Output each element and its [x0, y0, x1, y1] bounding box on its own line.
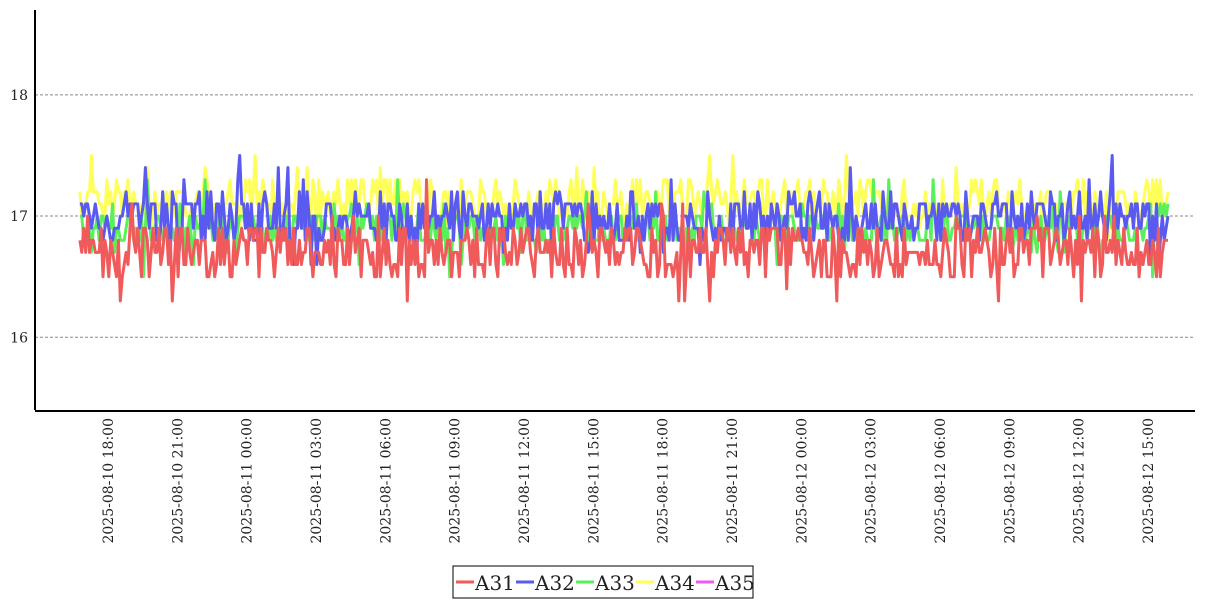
x-tick-label: 2025-08-12 12:00: [1072, 418, 1088, 544]
legend-label-a31: A31: [474, 571, 515, 595]
x-tick-label: 2025-08-11 00:00: [240, 418, 256, 544]
x-tick-label: 2025-08-12 06:00: [933, 418, 949, 544]
x-tick-label: 2025-08-11 06:00: [378, 418, 394, 544]
y-tick-labels: 16 17 18: [10, 88, 28, 346]
x-tick-label: 2025-08-12 09:00: [1002, 418, 1018, 544]
x-tick-label: 2025-08-11 03:00: [309, 418, 325, 544]
legend-label-a33: A33: [594, 571, 635, 595]
x-tick-label: 2025-08-12 03:00: [864, 418, 880, 544]
x-tick-label: 2025-08-10 21:00: [170, 418, 186, 544]
x-tick-label: 2025-08-11 12:00: [517, 418, 533, 544]
x-tick-label: 2025-08-11 21:00: [725, 418, 741, 544]
x-tick-label: 2025-08-11 09:00: [448, 418, 464, 544]
legend-label-a35: A35: [714, 571, 755, 595]
y-tick-label: 17: [10, 209, 28, 225]
axes: [34, 10, 1195, 412]
x-tick-label: 2025-08-12 00:00: [794, 418, 810, 544]
legend-label-a32: A32: [534, 571, 575, 595]
x-tick-label: 2025-08-11 18:00: [656, 418, 672, 544]
series-line-a31: [78, 178, 1168, 303]
x-tick-labels: 2025-08-10 18:00 2025-08-10 21:00 2025-08-…: [101, 418, 1157, 544]
x-tick-label: 2025-08-11 15:00: [586, 418, 602, 544]
x-tick-label: 2025-08-12 15:00: [1141, 418, 1157, 544]
y-tick-label: 18: [10, 88, 28, 104]
series-lines: [78, 154, 1170, 303]
legend-label-a34: A34: [654, 571, 695, 595]
legend: A31 A32 A33 A34 A35: [452, 565, 755, 599]
y-tick-label: 16: [10, 330, 28, 346]
x-tick-label: 2025-08-10 18:00: [101, 418, 117, 544]
series-line-a34: [78, 154, 1170, 242]
